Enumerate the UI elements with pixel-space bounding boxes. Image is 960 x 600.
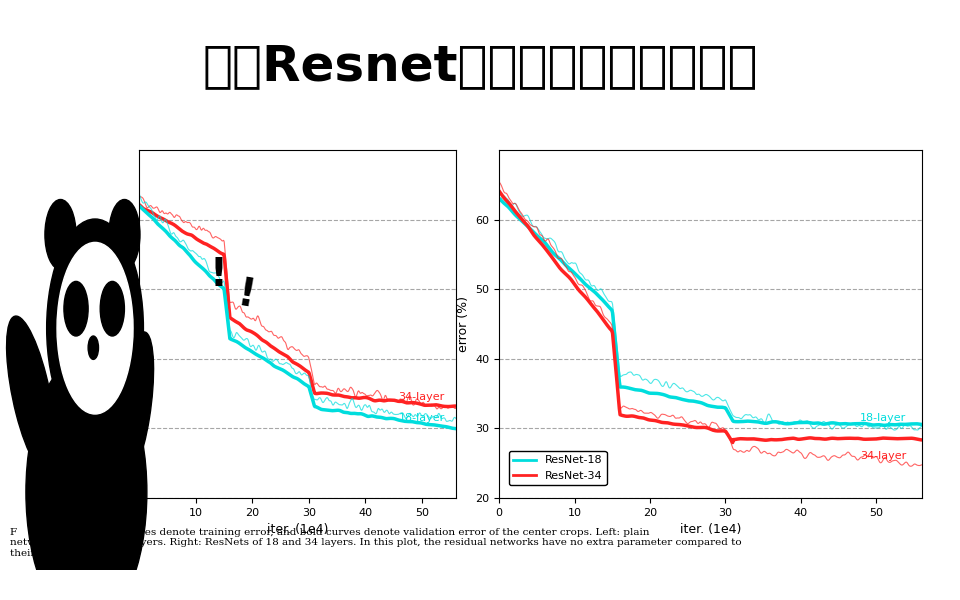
Y-axis label: error (%): error (%) bbox=[97, 296, 109, 352]
Text: !: ! bbox=[209, 256, 228, 294]
Text: 基于Resnet的医学数据集分类实战: 基于Resnet的医学数据集分类实战 bbox=[203, 42, 757, 90]
Circle shape bbox=[64, 281, 88, 336]
X-axis label: iter. (1e4): iter. (1e4) bbox=[267, 523, 328, 536]
X-axis label: iter. (1e4): iter. (1e4) bbox=[680, 523, 741, 536]
Y-axis label: error (%): error (%) bbox=[457, 296, 469, 352]
Text: 18-layer: 18-layer bbox=[860, 413, 906, 423]
Ellipse shape bbox=[43, 521, 78, 600]
Text: 18-layer: 18-layer bbox=[398, 413, 444, 423]
Ellipse shape bbox=[116, 332, 154, 481]
Text: 34-layer: 34-layer bbox=[398, 392, 444, 402]
Ellipse shape bbox=[7, 316, 56, 473]
Circle shape bbox=[57, 242, 133, 414]
Circle shape bbox=[47, 219, 143, 437]
Text: F      imageNet. Thin curves denote training error, and bold curves denote valid: F imageNet. Thin curves denote training … bbox=[10, 528, 741, 558]
Circle shape bbox=[100, 281, 125, 336]
Circle shape bbox=[26, 355, 147, 600]
Ellipse shape bbox=[95, 521, 130, 600]
Circle shape bbox=[108, 199, 140, 269]
Text: 34-layer: 34-layer bbox=[860, 451, 906, 461]
Legend: ResNet-18, ResNet-34: ResNet-18, ResNet-34 bbox=[509, 451, 607, 485]
Text: !: ! bbox=[234, 276, 259, 316]
Circle shape bbox=[45, 199, 76, 269]
Circle shape bbox=[88, 336, 99, 359]
